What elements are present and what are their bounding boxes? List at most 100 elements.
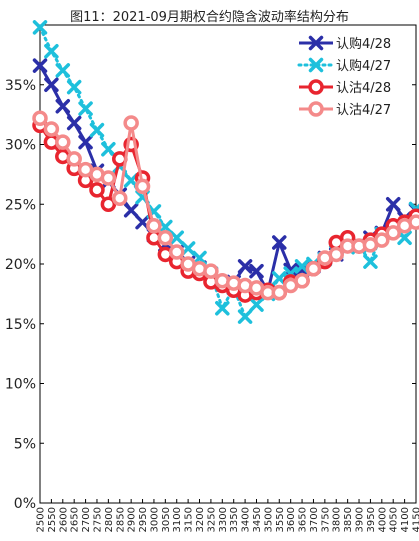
y-tick-label: 0% <box>14 496 36 512</box>
data-point <box>146 218 162 234</box>
data-point <box>32 20 48 35</box>
marker-stroke <box>55 99 71 114</box>
x-tick-label: 3550 <box>275 507 286 532</box>
data-point <box>78 101 93 116</box>
data-point <box>89 122 105 138</box>
data-point <box>363 254 378 269</box>
data-point <box>157 229 174 246</box>
x-tick-label: 3150 <box>184 507 195 532</box>
data-point <box>43 121 60 137</box>
marker-stroke <box>283 262 298 278</box>
data-point <box>271 284 288 301</box>
marker-stroke <box>215 300 230 316</box>
x-tick-label: 2550 <box>47 507 58 532</box>
legend-marker <box>308 57 324 73</box>
marker-stroke <box>89 122 105 138</box>
marker-stroke <box>66 115 82 131</box>
data-point <box>283 262 298 278</box>
data-point <box>294 259 310 274</box>
x-tick-label: 3900 <box>355 507 366 532</box>
x-tick-label: 3850 <box>343 507 354 532</box>
marker-stroke <box>272 235 287 250</box>
series-layer <box>32 20 419 324</box>
x-tick-label: 3600 <box>286 507 297 532</box>
marker-stroke <box>192 250 207 266</box>
data-point <box>66 151 82 167</box>
x-tick-label: 3350 <box>229 507 240 532</box>
data-point <box>89 182 105 198</box>
data-point <box>100 196 117 212</box>
data-point <box>305 261 322 277</box>
legend-entry-1: 认购4/28 <box>299 35 391 52</box>
data-point <box>66 79 82 95</box>
data-point <box>55 63 71 78</box>
x-tick-label: 4050 <box>389 507 400 532</box>
marker-stroke <box>237 259 253 274</box>
legend-entry-4: 认沽4/27 <box>299 101 391 118</box>
x-tick-label: 2950 <box>138 507 149 532</box>
plot-frame <box>39 24 417 504</box>
x-tick-label: 4150 <box>412 507 419 532</box>
data-point <box>408 214 419 230</box>
data-point <box>168 244 185 260</box>
data-point <box>203 263 219 279</box>
data-point <box>44 44 59 59</box>
x-tick-label: 2750 <box>92 507 103 532</box>
legend-entry-2: 认购4/27 <box>297 57 391 74</box>
x-tick-label: 3300 <box>218 507 229 532</box>
data-point <box>192 250 207 266</box>
marker-stroke <box>272 271 287 286</box>
marker-stroke <box>363 254 378 269</box>
legend-label: 认沽4/27 <box>336 103 391 118</box>
marker-stroke <box>249 297 264 312</box>
x-tick-label: 2700 <box>81 507 92 532</box>
data-point <box>123 115 139 131</box>
marker-stroke <box>169 230 184 245</box>
x-tick-label: 4100 <box>400 507 411 532</box>
x-tick-label: 2800 <box>104 507 115 532</box>
marker-stroke <box>44 77 59 92</box>
data-point <box>169 230 184 245</box>
data-point <box>55 99 71 114</box>
marker-stroke <box>294 259 310 274</box>
data-point <box>385 225 401 241</box>
legend-marker <box>308 35 324 51</box>
y-tick-label: 30% <box>5 138 36 154</box>
legend: 认购4/28 认购4/27 认沽4/28 认沽4/27 <box>297 35 391 118</box>
marker-stroke <box>32 58 48 73</box>
marker-stroke <box>308 57 324 73</box>
marker-stroke <box>101 142 116 157</box>
data-point <box>397 230 412 245</box>
marker-stroke <box>44 44 59 59</box>
legend-marker <box>308 101 324 117</box>
marker-stroke <box>123 173 139 188</box>
data-point <box>385 197 401 212</box>
data-point <box>294 272 310 289</box>
marker-stroke <box>55 63 71 78</box>
x-tick-label: 2600 <box>58 507 69 532</box>
x-tick-label: 3000 <box>149 507 160 532</box>
x-tick-label: 3100 <box>172 507 183 532</box>
marker-stroke <box>397 230 412 245</box>
chart-title: 图11：2021-09月期权合约隐含波动率结构分布 <box>70 10 349 25</box>
marker-stroke <box>123 202 139 218</box>
data-point <box>374 232 390 248</box>
data-point <box>158 219 173 235</box>
x-tick-label: 2500 <box>36 507 47 532</box>
series-line <box>38 124 417 297</box>
x-tick-label: 4000 <box>377 507 388 532</box>
data-point <box>100 170 117 186</box>
x-tick-label: 3750 <box>320 507 331 532</box>
data-point <box>66 115 82 131</box>
x-tick-label: 3950 <box>366 507 377 532</box>
data-point <box>44 77 59 92</box>
x-tick-label: 3400 <box>241 507 252 532</box>
legend-marker <box>308 79 324 95</box>
data-point <box>249 297 264 312</box>
marker-stroke <box>135 214 150 230</box>
series-4 <box>32 110 419 301</box>
data-point <box>55 134 71 150</box>
series-line <box>38 117 417 295</box>
x-tick-label: 3650 <box>298 507 309 532</box>
